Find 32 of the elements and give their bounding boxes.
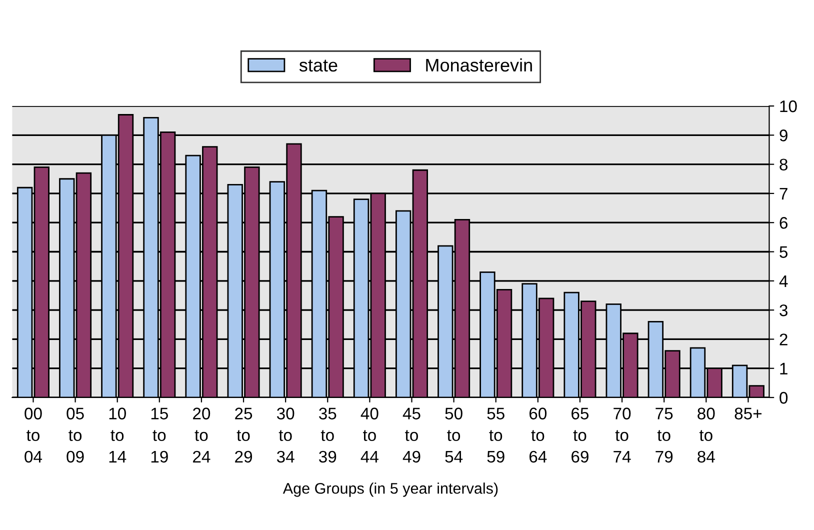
legend-label: state — [299, 60, 338, 72]
y-tick-label: 7 — [780, 188, 788, 200]
x-tick-label: 00 to 04 — [24, 408, 42, 463]
x-tick-label: 65 to 69 — [572, 408, 589, 463]
x-axis-title: Age Groups (in 5 year intervals) — [282, 482, 498, 497]
x-tick-label: 75 to 79 — [656, 408, 673, 463]
x-tick-label: 45 to 49 — [402, 408, 420, 463]
y-tick-label: 5 — [780, 246, 788, 258]
y-tick-label: 4 — [779, 275, 788, 287]
x-tick-label: 40 to 44 — [360, 408, 378, 462]
x-tick-label: 55 to 59 — [487, 408, 504, 463]
y-tick-label: 10 — [780, 100, 797, 112]
legend-label: Monasterevin — [426, 58, 532, 72]
x-tick-label: 50 to 54 — [445, 408, 463, 463]
x-tick-label: 10 to 14 — [109, 408, 126, 462]
x-tick-label: 60 to 64 — [529, 408, 547, 463]
y-tick-label: 6 — [780, 217, 788, 229]
y-tick-label: 0 — [780, 392, 788, 404]
x-tick-label: 25 to 29 — [235, 408, 252, 463]
y-tick-label: 1 — [780, 362, 788, 374]
y-tick-label: 2 — [780, 334, 788, 346]
x-tick-label: 35 to 39 — [319, 408, 336, 463]
x-tick-label: 70 to 74 — [614, 408, 631, 462]
y-tick-label: 3 — [780, 304, 788, 316]
x-tick-label: 05 to 09 — [66, 408, 84, 463]
x-tick-label: 30 to 34 — [276, 408, 294, 463]
y-tick-label: 9 — [780, 130, 788, 142]
x-tick-label: 20 to 24 — [193, 408, 210, 462]
x-tick-label: 15 to 19 — [151, 408, 168, 463]
y-tick-label: 8 — [780, 158, 788, 171]
x-tick-label: 85+ — [734, 408, 762, 420]
x-tick-label: 80 to 84 — [698, 408, 715, 463]
